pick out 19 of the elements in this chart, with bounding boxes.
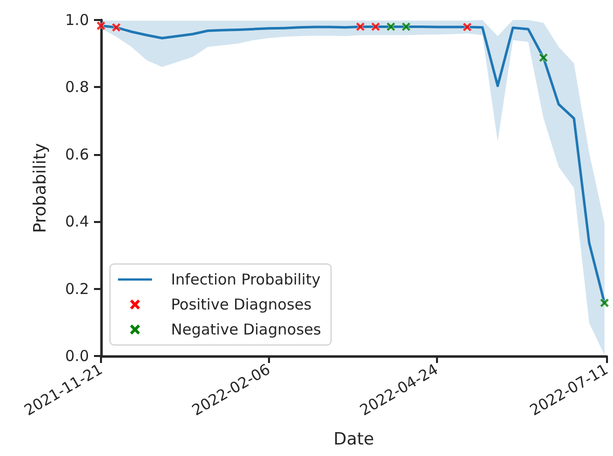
point [462,22,472,32]
y-tick-label: 0.0 [65,347,89,365]
y-tick-label: 0.4 [65,212,89,231]
legend-label: Infection Probability [171,270,321,288]
point [112,22,122,32]
y-tick-label: 0.2 [65,280,89,298]
legend-label: Positive Diagnoses [171,296,312,314]
point [401,22,411,32]
y-tick-label: 0.6 [65,145,89,164]
y-tick-label: 1.0 [65,11,89,29]
point [370,22,380,32]
point [386,22,396,32]
legend-label: Negative Diagnoses [171,320,322,338]
point [538,52,548,62]
point [600,298,610,308]
y-tick-label: 0.8 [65,78,89,96]
point [356,22,366,32]
y-axis-title: Probability [30,143,50,233]
x-axis-title: Date [334,430,374,450]
